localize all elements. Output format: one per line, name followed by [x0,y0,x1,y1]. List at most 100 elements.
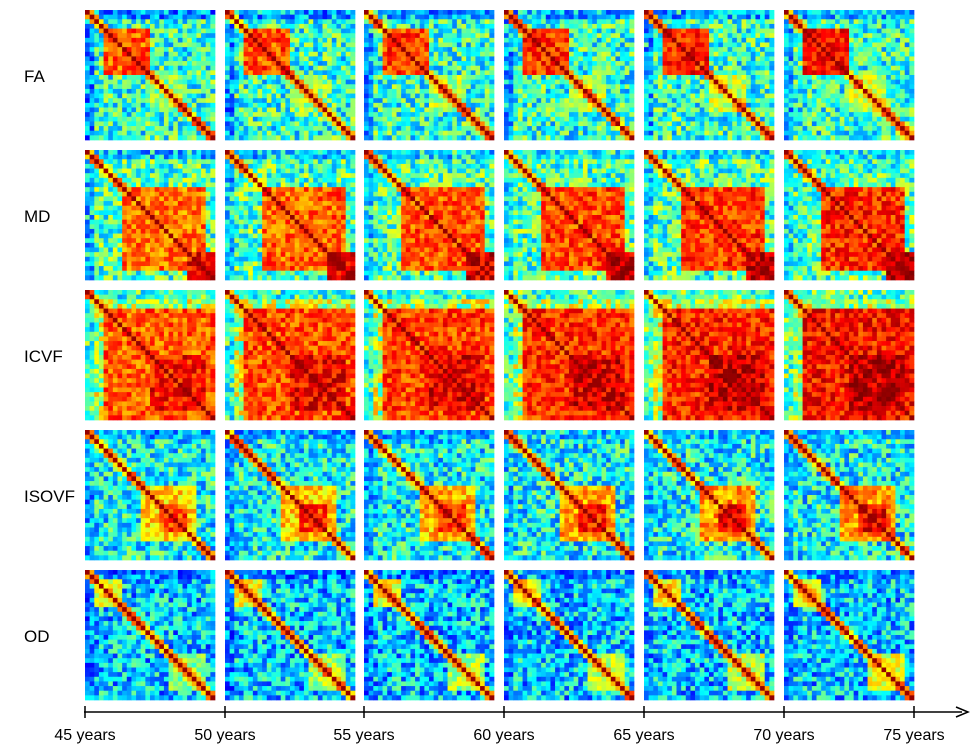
heatmap-cell [830,89,835,94]
heatmap-cell [784,98,789,103]
heatmap-cell [523,56,528,61]
heatmap-cell [718,19,723,24]
heatmap-cell [118,121,123,126]
heatmap-cell [746,94,751,99]
heatmap-cell [192,84,197,89]
heatmap-cell [118,183,123,188]
heatmap-cell [401,15,406,20]
heatmap-cell [281,131,286,136]
heatmap-cell [99,10,104,15]
heatmap-cell [271,47,276,52]
heatmap-cell [858,75,863,80]
heatmap-cell [267,66,272,71]
heatmap-cell [206,80,211,85]
heatmap-cell [690,89,695,94]
heatmap-cell [769,135,774,140]
heatmap-cell [835,43,840,48]
heatmap-cell [620,84,625,89]
heatmap-cell [723,89,728,94]
heatmap-cell [868,56,873,61]
heatmap-cell [550,84,555,89]
heatmap-cell [336,52,341,57]
heatmap-cell [728,103,733,108]
heatmap-cell [886,89,891,94]
heatmap-cell [513,47,518,52]
heatmap-cell [677,38,682,43]
heatmap-cell [210,131,215,136]
heatmap-cell [877,108,882,113]
heatmap-cell [518,103,523,108]
heatmap-cell [886,47,891,52]
heatmap-cell [206,131,211,136]
heatmap-cell [173,159,178,164]
heatmap-cell [537,121,542,126]
heatmap-cell [164,19,169,24]
heatmap-cell [350,112,355,117]
heatmap-cell [849,33,854,38]
heatmap-cell [378,24,383,29]
heatmap-cell [281,80,286,85]
heatmap-cell [127,52,132,57]
heatmap-cell [336,121,341,126]
heatmap-cell [178,131,183,136]
heatmap-cell [872,15,877,20]
heatmap-cell [826,75,831,80]
heatmap-cell [290,70,295,75]
heatmap-cell [131,178,136,183]
heatmap-cell [700,70,705,75]
heatmap-cell [863,108,868,113]
heatmap-cell [85,187,90,192]
heatmap-cell [821,61,826,66]
heatmap-cell [122,183,127,188]
heatmap-cell [760,43,765,48]
heatmap-cell [625,108,630,113]
heatmap-cell [159,173,164,178]
heatmap-cell [438,135,443,140]
heatmap-cell [663,56,668,61]
heatmap-cell [346,126,351,131]
heatmap-cell [332,61,337,66]
heatmap-cell [443,112,448,117]
heatmap-cell [420,24,425,29]
heatmap-cell [644,47,649,52]
heatmap-cell [313,10,318,15]
heatmap-cell [323,24,328,29]
heatmap-cell [769,66,774,71]
heatmap-cell [672,108,677,113]
heatmap-cell [518,112,523,117]
heatmap-cell [401,108,406,113]
heatmap-cell [457,19,462,24]
heatmap-cell [438,94,443,99]
heatmap-cell [550,70,555,75]
heatmap-cell [201,47,206,52]
heatmap-cell [704,126,709,131]
heatmap-cell [817,131,822,136]
heatmap-cell [663,10,668,15]
heatmap-cell [383,108,388,113]
heatmap-cell [504,103,509,108]
heatmap-cell [849,52,854,57]
heatmap-cell [709,43,714,48]
heatmap-cell [225,70,230,75]
heatmap-cell [341,117,346,122]
heatmap-cell [592,94,597,99]
heatmap-cell [448,15,453,20]
heatmap-cell [746,126,751,131]
heatmap-cell [281,98,286,103]
heatmap-cell [695,80,700,85]
heatmap-cell [448,135,453,140]
heatmap-cell [606,38,611,43]
heatmap-cell [555,131,560,136]
heatmap-cell [201,183,206,188]
heatmap-cell [466,29,471,34]
heatmap-cell [583,84,588,89]
heatmap-cell [239,33,244,38]
heatmap-cell [290,135,295,140]
heatmap-cell [373,56,378,61]
heatmap-cell [466,43,471,48]
heatmap-cell [812,24,817,29]
heatmap-cell [85,183,90,188]
heatmap-cell [728,75,733,80]
heatmap-cell [830,61,835,66]
heatmap-cell [313,66,318,71]
